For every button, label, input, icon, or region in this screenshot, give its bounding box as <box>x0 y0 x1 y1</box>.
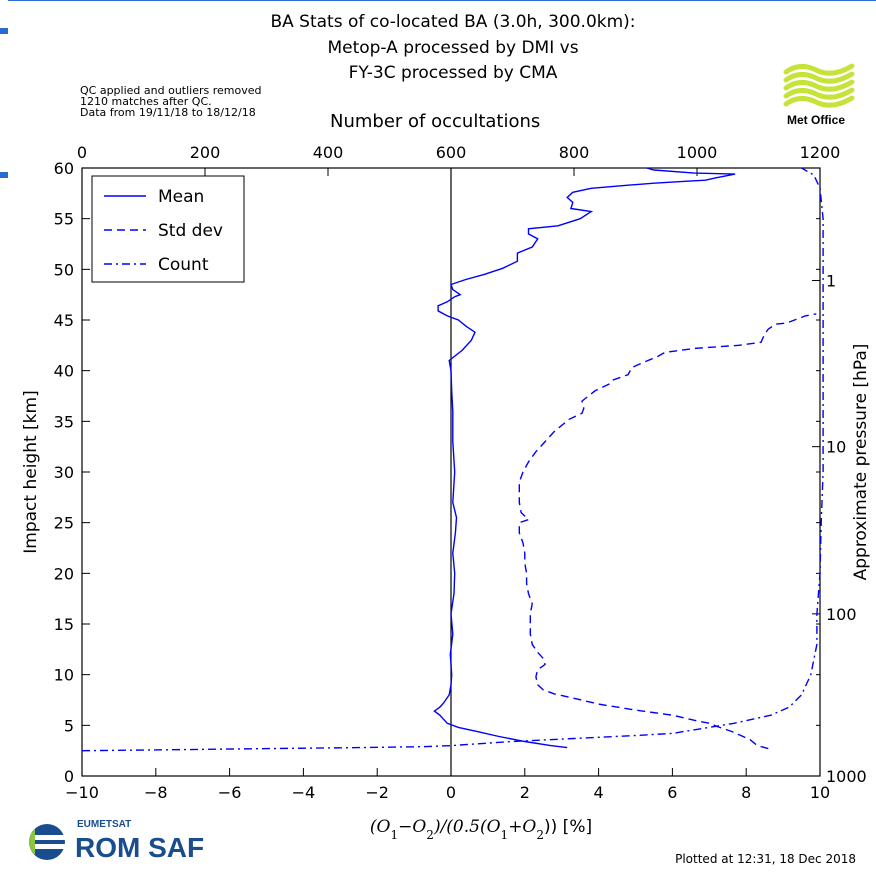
met-office-logo-text: Met Office <box>787 113 845 127</box>
y-tick-label: 20 <box>54 564 74 583</box>
y-tick-label: 25 <box>54 514 74 533</box>
right-tick-label: 100 <box>826 605 857 624</box>
right-tick-label: 1 <box>826 271 836 290</box>
top-tick-label: 600 <box>436 143 467 162</box>
x-tick-label: −2 <box>365 783 389 802</box>
top-tick-label: 1000 <box>677 143 718 162</box>
legend-label: Mean <box>158 187 204 207</box>
y-tick-label: 55 <box>54 210 74 229</box>
plotted-timestamp: Plotted at 12:31, 18 Dec 2018 <box>675 852 856 866</box>
top-tick-label: 400 <box>313 143 344 162</box>
chart-title-line-1: BA Stats of co-located BA (3.0h, 300.0km… <box>270 12 636 32</box>
top-tick-label: 1200 <box>800 143 841 162</box>
y-tick-label: 40 <box>54 362 74 381</box>
y-tick-label: 10 <box>54 666 74 685</box>
y-tick-label: 50 <box>54 260 74 279</box>
series-line-mean <box>433 167 736 749</box>
frame-tick <box>0 28 8 34</box>
rom-saf-logo: EUMETSAT ROM SAF <box>29 819 204 863</box>
legend-label: Count <box>158 255 209 275</box>
met-office-wave-icon <box>783 71 855 84</box>
top-tick-label: 200 <box>190 143 221 162</box>
top-tick-label: 0 <box>77 143 87 162</box>
y-axis-label: Impact height [km] <box>21 390 41 553</box>
met-office-wave-icon <box>783 79 855 92</box>
series-line-std-dev <box>518 313 817 750</box>
met-office-wave-icon <box>783 87 855 100</box>
left-frame-border <box>0 0 8 876</box>
eumetsat-text: EUMETSAT <box>77 819 131 830</box>
chart-title-line-2: Metop-A processed by DMI vs <box>327 38 579 58</box>
y-tick-label: 45 <box>54 311 74 330</box>
right-axis-label: Approximate pressure [hPa] <box>851 344 871 581</box>
y-tick-label: 15 <box>54 615 74 634</box>
met-office-logo: Met Office <box>783 63 855 127</box>
eumetsat-globe-icon <box>29 824 65 860</box>
x-tick-label: 10 <box>810 783 830 802</box>
met-office-wave-icon <box>783 95 855 108</box>
y-tick-label: 5 <box>64 716 74 735</box>
met-office-wave-icon <box>783 63 855 76</box>
series-line-count <box>81 167 824 752</box>
top-frame-border <box>8 0 876 7</box>
right-tick-label: 10 <box>826 438 846 457</box>
y-tick-label: 60 <box>54 159 74 178</box>
y-tick-label: 0 <box>64 767 74 786</box>
qc-note-line-3: Data from 19/11/18 to 18/12/18 <box>80 106 256 119</box>
frame-tick <box>0 172 8 178</box>
x-tick-label: −6 <box>218 783 242 802</box>
top-tick-label: 800 <box>559 143 590 162</box>
x-tick-label: 2 <box>520 783 530 802</box>
x-tick-label: 4 <box>594 783 604 802</box>
x-tick-label: 0 <box>446 783 456 802</box>
qc-note-line-1: QC applied and outliers removed <box>80 84 262 97</box>
x-tick-label: −4 <box>292 783 316 802</box>
x-tick-label: 8 <box>741 783 751 802</box>
x-tick-label: 6 <box>667 783 677 802</box>
top-axis-label: Number of occultations <box>330 111 541 132</box>
x-tick-label: −10 <box>65 783 99 802</box>
y-tick-label: 35 <box>54 412 74 431</box>
qc-note-line-2: 1210 matches after QC. <box>80 95 212 108</box>
x-axis-label: (O1−O2)/(0.5(O1+O2)) [%] <box>370 817 592 842</box>
rom-saf-text: ROM SAF <box>75 832 204 863</box>
right-tick-label: 1000 <box>826 767 867 786</box>
x-tick-label: −8 <box>144 783 168 802</box>
legend-label: Std dev <box>158 221 223 241</box>
y-tick-label: 30 <box>54 463 74 482</box>
chart-title-line-3: FY-3C processed by CMA <box>348 63 558 83</box>
